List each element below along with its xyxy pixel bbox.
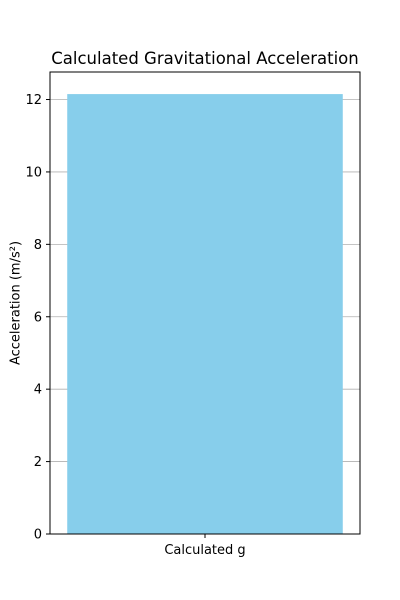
bars xyxy=(67,94,343,534)
x-axis-ticks: Calculated g xyxy=(164,534,246,558)
y-tick-label-1: 2 xyxy=(34,455,42,470)
bar-0 xyxy=(67,94,343,534)
y-tick-label-6: 12 xyxy=(25,93,42,108)
y-tick-label-2: 4 xyxy=(34,383,42,398)
y-axis-ticks: 0 2 4 6 8 10 12 xyxy=(25,93,50,543)
y-tick-label-4: 8 xyxy=(34,238,42,253)
y-tick-label-3: 6 xyxy=(34,310,42,325)
y-axis-label: Acceleration (m/s²) xyxy=(9,241,24,365)
y-tick-label-0: 0 xyxy=(34,528,42,543)
chart-title: Calculated Gravitational Acceleration xyxy=(51,49,358,68)
x-tick-label-0: Calculated g xyxy=(164,543,245,558)
y-tick-label-5: 10 xyxy=(25,165,42,180)
